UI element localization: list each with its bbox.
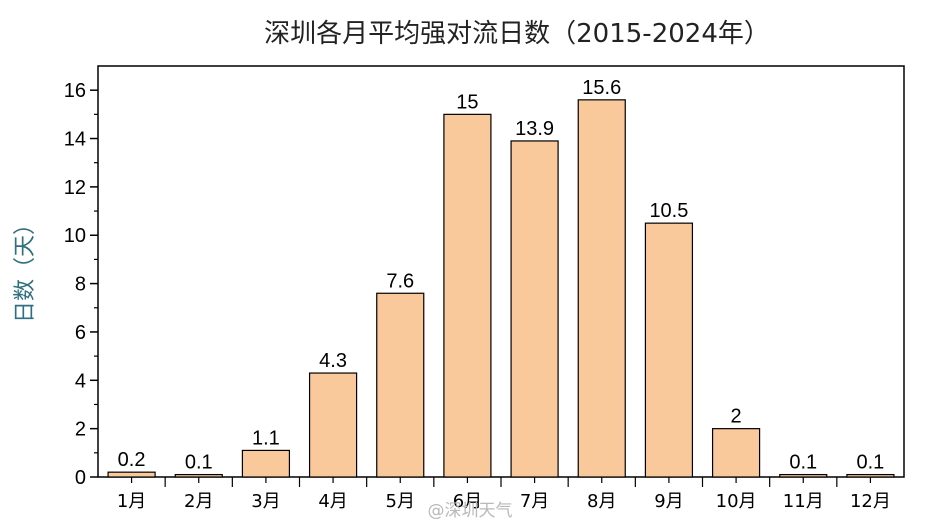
data-label: 10.5 (649, 200, 688, 222)
y-tick-label: 12 (64, 177, 86, 199)
data-label: 15 (456, 91, 478, 113)
x-tick-label: 9月 (654, 491, 683, 512)
data-label: 2 (731, 406, 742, 428)
x-tick-label: 5月 (386, 491, 415, 512)
watermark: @深圳天气 (428, 501, 513, 521)
y-axis-label: 日数（天） (13, 213, 38, 323)
bar (711, 428, 761, 478)
y-tick-label: 2 (75, 419, 86, 441)
y-tick-label: 14 (64, 129, 86, 151)
x-tick-label: 8月 (587, 491, 616, 512)
y-tick-label: 6 (75, 322, 86, 344)
bar (174, 473, 223, 478)
data-label: 13.9 (515, 118, 554, 140)
chart-title: 深圳各月平均强对流日数（2015-2024年） (264, 19, 770, 49)
data-label: 0.2 (118, 449, 146, 471)
x-tick-label: 4月 (318, 491, 347, 512)
data-label: 0.1 (857, 452, 885, 474)
bar (779, 473, 828, 478)
data-label: 0.1 (185, 452, 213, 474)
x-tick-label: 6月 (453, 491, 482, 512)
plot-frame (97, 65, 905, 478)
bar (846, 473, 895, 478)
data-label: 4.3 (319, 350, 347, 372)
data-label: 0.1 (789, 452, 817, 474)
y-tick-label: 10 (64, 225, 86, 247)
bar (376, 292, 425, 478)
x-tick-label: 3月 (251, 491, 280, 512)
bar (577, 99, 626, 478)
y-tick-label: 16 (64, 80, 86, 102)
data-label: 7.6 (386, 270, 414, 292)
x-tick-label: 7月 (520, 491, 549, 512)
bar (510, 140, 559, 478)
x-tick-label: 11月 (783, 491, 824, 512)
bar (107, 471, 156, 478)
bar (308, 372, 358, 478)
data-label: 1.1 (252, 427, 280, 449)
plot-area: 0 2 4 6 8 10 12 14 16 1月 0.2 2月 0.1 3月 1.1 4月 4.3 5月 7.6 6月… (64, 65, 905, 512)
y-tick-label: 4 (75, 370, 86, 392)
bar (443, 113, 492, 478)
y-tick-label: 0 (75, 467, 86, 489)
x-tick-label: 2月 (184, 491, 213, 512)
bar (241, 449, 291, 478)
data-label: 15.6 (582, 77, 621, 99)
bar (644, 222, 694, 478)
y-tick-label: 8 (75, 274, 86, 296)
x-tick-label: 12月 (850, 491, 891, 512)
x-tick-label: 10月 (716, 491, 757, 512)
x-tick-label: 1月 (117, 491, 146, 512)
